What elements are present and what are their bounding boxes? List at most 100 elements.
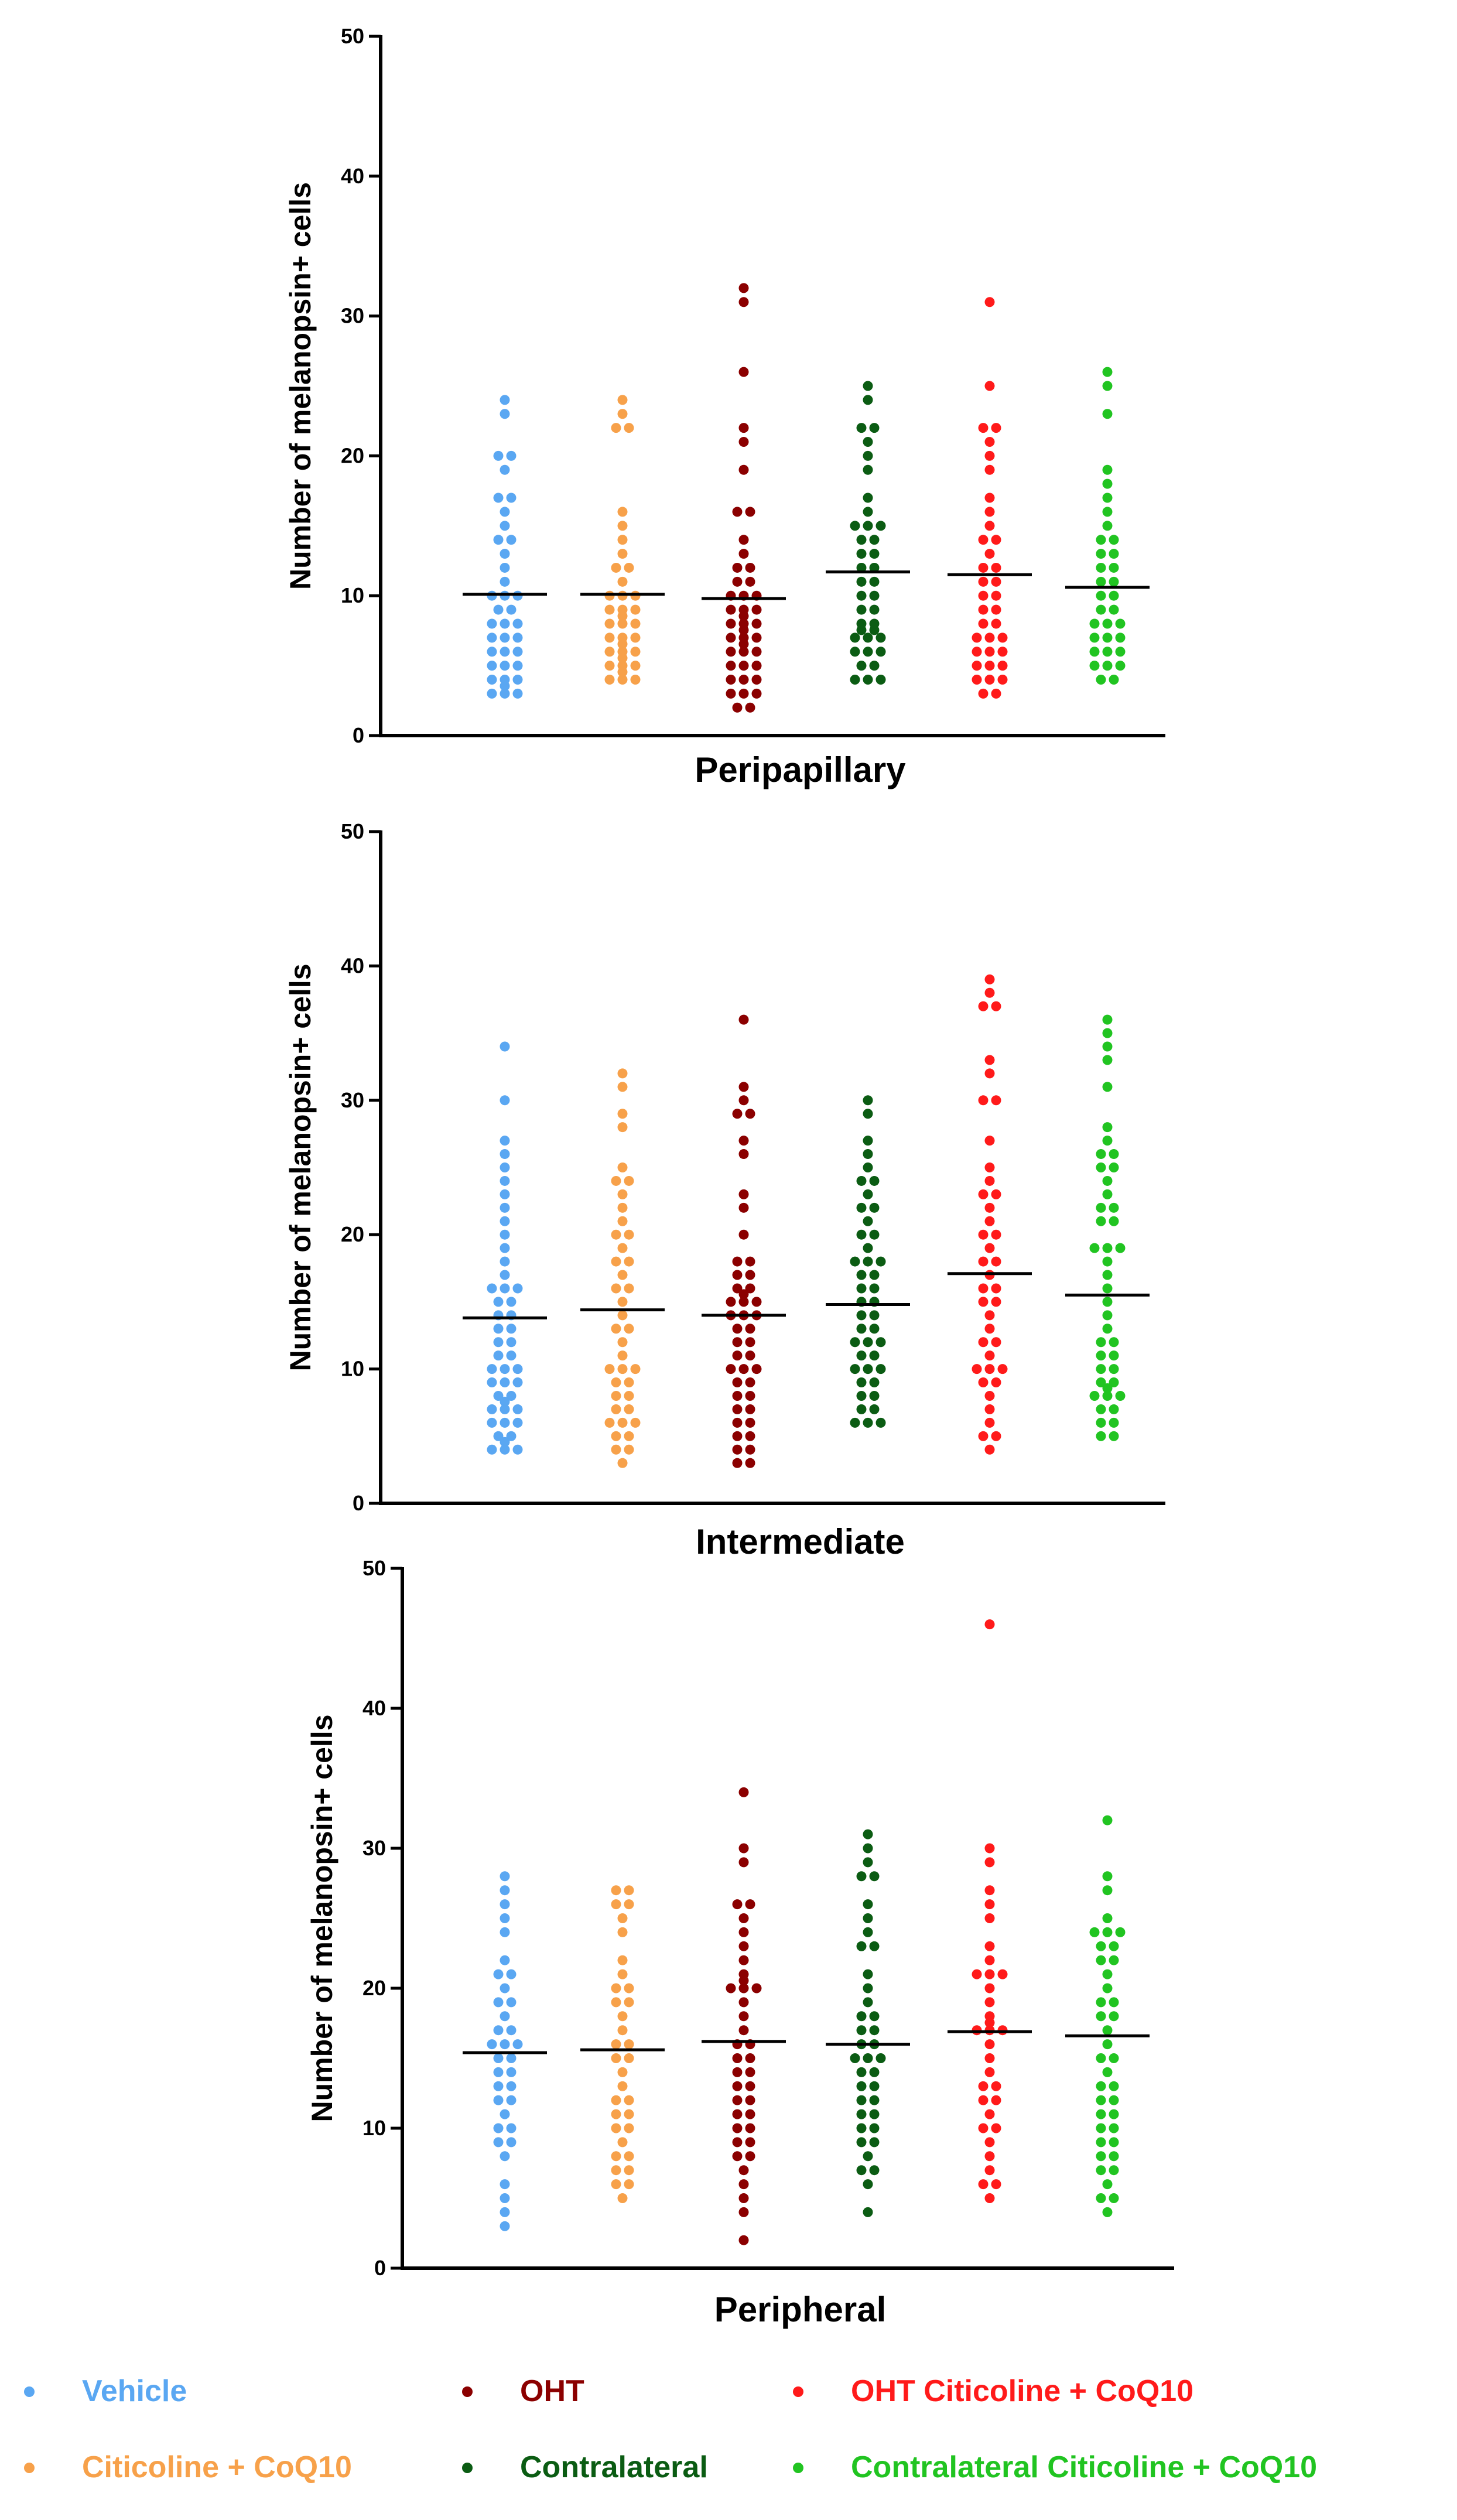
data-point bbox=[745, 1324, 755, 1334]
data-point bbox=[493, 535, 504, 545]
data-point bbox=[604, 604, 615, 615]
data-point bbox=[984, 2137, 995, 2148]
data-point bbox=[617, 1458, 628, 1468]
data-point bbox=[617, 2081, 628, 2091]
data-point bbox=[1109, 1337, 1119, 1348]
data-point bbox=[984, 1941, 995, 1951]
data-point bbox=[726, 604, 736, 615]
data-point bbox=[732, 1404, 743, 1414]
data-point bbox=[1109, 1941, 1119, 1951]
data-point bbox=[506, 1337, 517, 1348]
data-point bbox=[500, 1162, 510, 1172]
data-point bbox=[738, 1149, 749, 1160]
data-point bbox=[738, 1913, 749, 1923]
data-point bbox=[732, 2095, 743, 2105]
series-citicoline-plus-coq10 bbox=[580, 1068, 665, 1468]
data-point bbox=[984, 1955, 995, 1965]
data-point bbox=[1109, 590, 1119, 601]
data-point bbox=[984, 2151, 995, 2162]
data-point bbox=[617, 1955, 628, 1965]
data-point bbox=[604, 1364, 615, 1374]
data-point bbox=[856, 2011, 867, 2022]
data-point bbox=[978, 2179, 989, 2190]
data-point bbox=[617, 618, 628, 629]
data-point bbox=[1096, 2151, 1106, 2162]
data-point bbox=[1096, 2011, 1106, 2022]
data-point bbox=[726, 1297, 736, 1307]
data-point bbox=[984, 1162, 995, 1172]
legend-item-oht-citicoline-plus-coq10: OHT Citicoline + CoQ10 bbox=[793, 2374, 1193, 2408]
data-point bbox=[738, 1955, 749, 1965]
data-point bbox=[869, 549, 880, 559]
data-point bbox=[856, 1871, 867, 1882]
data-point bbox=[506, 450, 517, 461]
data-point bbox=[1096, 1337, 1106, 1348]
data-point bbox=[869, 1202, 880, 1213]
data-point bbox=[1102, 1082, 1113, 1092]
series-vehicle bbox=[463, 1041, 547, 1455]
data-point bbox=[991, 423, 1001, 433]
data-point bbox=[1096, 1404, 1106, 1414]
data-point bbox=[487, 1444, 497, 1455]
data-point bbox=[611, 2151, 621, 2162]
y-axis-label: Number of melanopsin+ cells bbox=[284, 182, 317, 590]
series-citicoline-plus-coq10 bbox=[580, 395, 665, 685]
data-point bbox=[624, 562, 634, 573]
data-point bbox=[745, 507, 755, 517]
data-point bbox=[617, 647, 628, 657]
data-point bbox=[500, 2151, 510, 2162]
data-point bbox=[856, 604, 867, 615]
series-contralateral-citicoline-plus-coq10 bbox=[1065, 1014, 1150, 1441]
data-point bbox=[751, 674, 762, 685]
data-point bbox=[991, 1283, 1001, 1294]
data-point bbox=[863, 2179, 873, 2190]
data-point bbox=[1115, 647, 1126, 657]
data-point bbox=[863, 674, 873, 685]
data-point bbox=[856, 1310, 867, 1321]
data-point bbox=[738, 661, 749, 671]
data-point bbox=[869, 618, 880, 629]
data-point bbox=[500, 1041, 510, 1052]
data-point bbox=[732, 1324, 743, 1334]
data-point bbox=[500, 1175, 510, 1186]
data-point bbox=[726, 1364, 736, 1374]
legend-item-contralateral: Contralateral bbox=[462, 2450, 708, 2484]
data-point bbox=[1102, 1927, 1113, 1937]
data-point bbox=[617, 2137, 628, 2148]
data-point bbox=[493, 450, 504, 461]
data-point bbox=[500, 1283, 510, 1294]
data-point bbox=[493, 2025, 504, 2036]
data-point bbox=[500, 576, 510, 587]
data-point bbox=[738, 423, 749, 433]
data-point bbox=[1102, 2207, 1113, 2217]
data-point bbox=[1089, 618, 1100, 629]
data-point bbox=[1109, 1216, 1119, 1226]
data-point bbox=[972, 674, 982, 685]
series-oht bbox=[702, 1787, 786, 2245]
data-point bbox=[984, 2067, 995, 2077]
data-point bbox=[1115, 1243, 1126, 1253]
data-point bbox=[1096, 674, 1106, 685]
data-point bbox=[984, 1175, 995, 1186]
data-point bbox=[738, 535, 749, 545]
data-point bbox=[991, 618, 1001, 629]
data-point bbox=[1102, 1243, 1113, 1253]
data-point bbox=[500, 2221, 510, 2231]
data-point bbox=[751, 1364, 762, 1374]
data-point bbox=[856, 562, 867, 573]
data-point bbox=[869, 423, 880, 433]
data-point bbox=[500, 409, 510, 419]
series-oht bbox=[702, 1014, 786, 1468]
data-point bbox=[869, 2067, 880, 2077]
data-point bbox=[869, 661, 880, 671]
data-point bbox=[863, 2151, 873, 2162]
data-point bbox=[487, 661, 497, 671]
data-point bbox=[512, 2039, 523, 2050]
data-point bbox=[617, 1270, 628, 1280]
y-tick-label: 10 bbox=[341, 1357, 364, 1381]
data-point bbox=[1109, 535, 1119, 545]
data-point bbox=[1109, 1162, 1119, 1172]
y-tick-label: 30 bbox=[341, 304, 364, 328]
data-point bbox=[630, 674, 641, 685]
